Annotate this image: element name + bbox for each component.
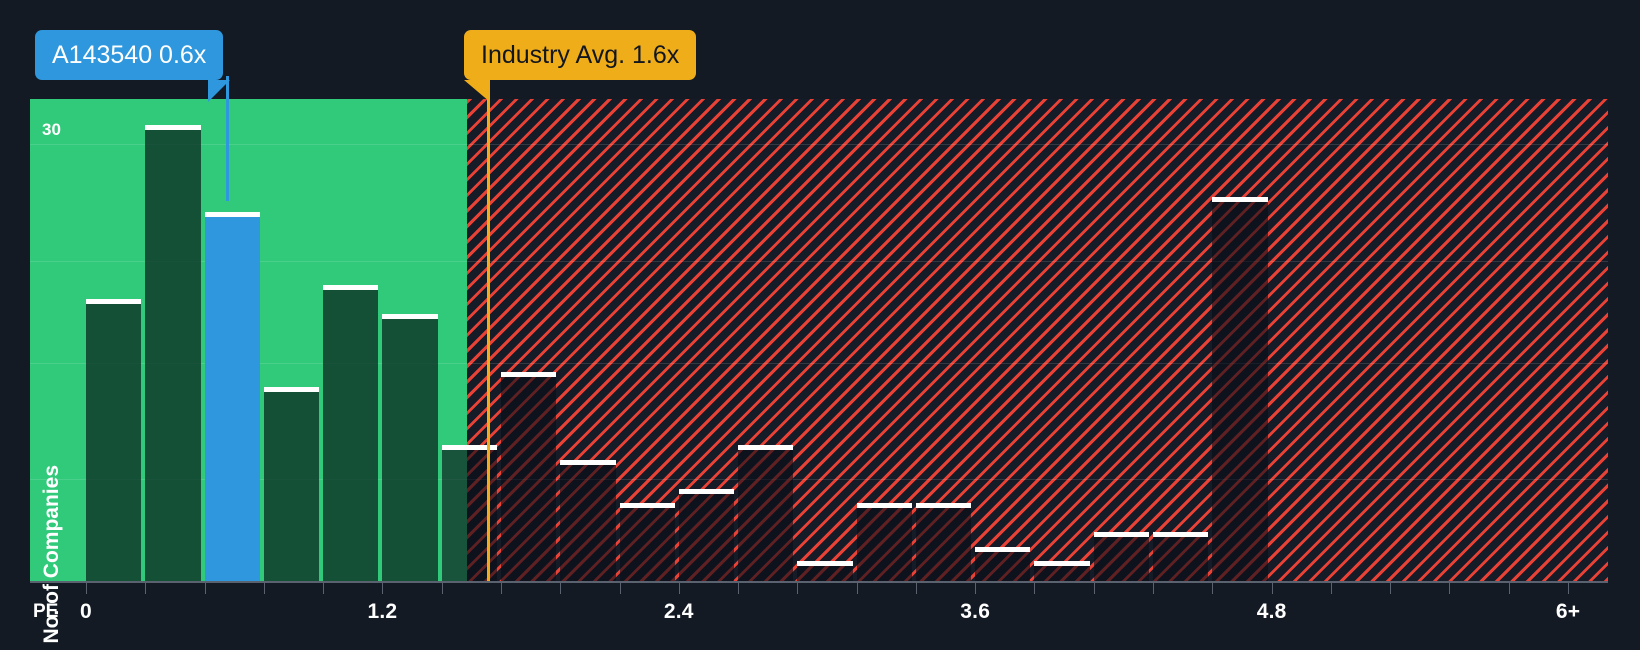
bar-cap: [145, 124, 201, 130]
histogram-bar[interactable]: [1212, 197, 1268, 581]
x-axis-tick-label: 0: [80, 600, 92, 623]
x-axis-tick-label: 2.4: [663, 600, 694, 623]
company-callout-tail: [208, 80, 230, 102]
industry-callout-tail: [464, 80, 490, 102]
histogram-bar[interactable]: [678, 488, 735, 581]
x-axis-tick-label: 3.6: [960, 600, 991, 623]
histogram-bar[interactable]: [797, 561, 853, 581]
histogram-bar[interactable]: [1093, 532, 1150, 581]
histogram-bar[interactable]: [263, 386, 320, 581]
histogram-bar[interactable]: [738, 444, 794, 581]
x-axis-tick: [560, 583, 562, 594]
histogram-bar[interactable]: [1034, 561, 1090, 581]
x-axis-tick: [263, 583, 265, 594]
histogram-bar[interactable]: [560, 459, 616, 581]
x-axis-tick: [86, 583, 87, 594]
histogram-bar[interactable]: [86, 299, 142, 581]
x-axis-line: [30, 581, 1608, 583]
x-axis-tick-label: 4.8: [1256, 600, 1287, 623]
histogram-bar[interactable]: [204, 211, 260, 581]
x-axis-tick: [1212, 583, 1214, 594]
x-axis-tick: [323, 583, 325, 594]
bar-cap: [1212, 197, 1268, 203]
histogram-bar[interactable]: [856, 503, 912, 581]
industry-callout[interactable]: Industry Avg. 1.6x: [464, 30, 697, 80]
bar-cap: [1093, 532, 1150, 538]
histogram-bar[interactable]: [1153, 532, 1209, 581]
company-marker-line: [226, 76, 229, 201]
x-axis-tick: [797, 583, 799, 594]
bar-cap: [975, 546, 1031, 552]
bar-cap: [323, 284, 379, 290]
x-axis-tick: [145, 583, 147, 594]
x-axis-tick: [382, 583, 384, 594]
gridline: [30, 362, 1608, 364]
x-axis-tick: [856, 583, 858, 594]
bar-cap: [560, 459, 616, 465]
x-axis-tick: [1568, 583, 1569, 594]
histogram-bar[interactable]: [975, 546, 1031, 581]
x-axis-tick: [1390, 583, 1392, 594]
y-axis-title: No. of Companies: [40, 465, 63, 644]
x-axis-tick: [1508, 583, 1510, 594]
x-axis-tick: [619, 583, 621, 594]
x-axis-tick: [1153, 583, 1155, 594]
gridline: [30, 144, 1608, 146]
x-axis-tick: [1449, 583, 1451, 594]
histogram-bar[interactable]: [915, 503, 972, 581]
bar-cap: [678, 488, 735, 494]
histogram-bar[interactable]: [382, 313, 438, 581]
histogram-bar[interactable]: [500, 372, 557, 581]
histogram-bar[interactable]: [619, 503, 675, 581]
x-axis-tick: [1330, 583, 1332, 594]
gridline: [30, 260, 1608, 262]
overvalued-zone: [467, 99, 1608, 581]
bar-cap: [797, 561, 853, 567]
x-axis-tick: [678, 583, 680, 594]
company-callout[interactable]: A143540 0.6x: [35, 30, 224, 80]
bar-cap: [86, 299, 142, 305]
bar-cap: [263, 386, 320, 392]
bar-cap: [738, 444, 794, 450]
gridline: [30, 479, 1608, 481]
x-axis-tick: [1271, 583, 1273, 594]
bar-cap: [915, 503, 972, 509]
y-axis-tick-label: 30: [42, 120, 61, 139]
bar-cap: [382, 313, 438, 319]
x-axis-tick: [975, 583, 977, 594]
x-axis-title: PE: [33, 601, 59, 622]
x-axis-tick: [441, 583, 443, 594]
histogram-bar[interactable]: [145, 124, 201, 581]
plot-area: [30, 99, 1608, 581]
x-axis-tick-label: 1.2: [367, 600, 398, 623]
x-axis-tick-label: 6+: [1555, 600, 1581, 623]
bar-cap: [1153, 532, 1209, 538]
bar-cap: [1034, 561, 1090, 567]
x-axis-tick: [738, 583, 740, 594]
bar-cap: [856, 503, 912, 509]
bar-cap: [441, 444, 497, 450]
bar-cap: [619, 503, 675, 509]
x-axis-tick: [915, 583, 917, 594]
x-axis-tick: [1034, 583, 1036, 594]
x-axis-tick: [500, 583, 502, 594]
x-axis-tick: [1093, 583, 1095, 594]
bar-cap: [204, 211, 260, 217]
industry-average-line: [487, 76, 490, 581]
x-axis-tick: [204, 583, 206, 594]
bar-cap: [500, 372, 557, 378]
histogram-bar[interactable]: [323, 284, 379, 581]
